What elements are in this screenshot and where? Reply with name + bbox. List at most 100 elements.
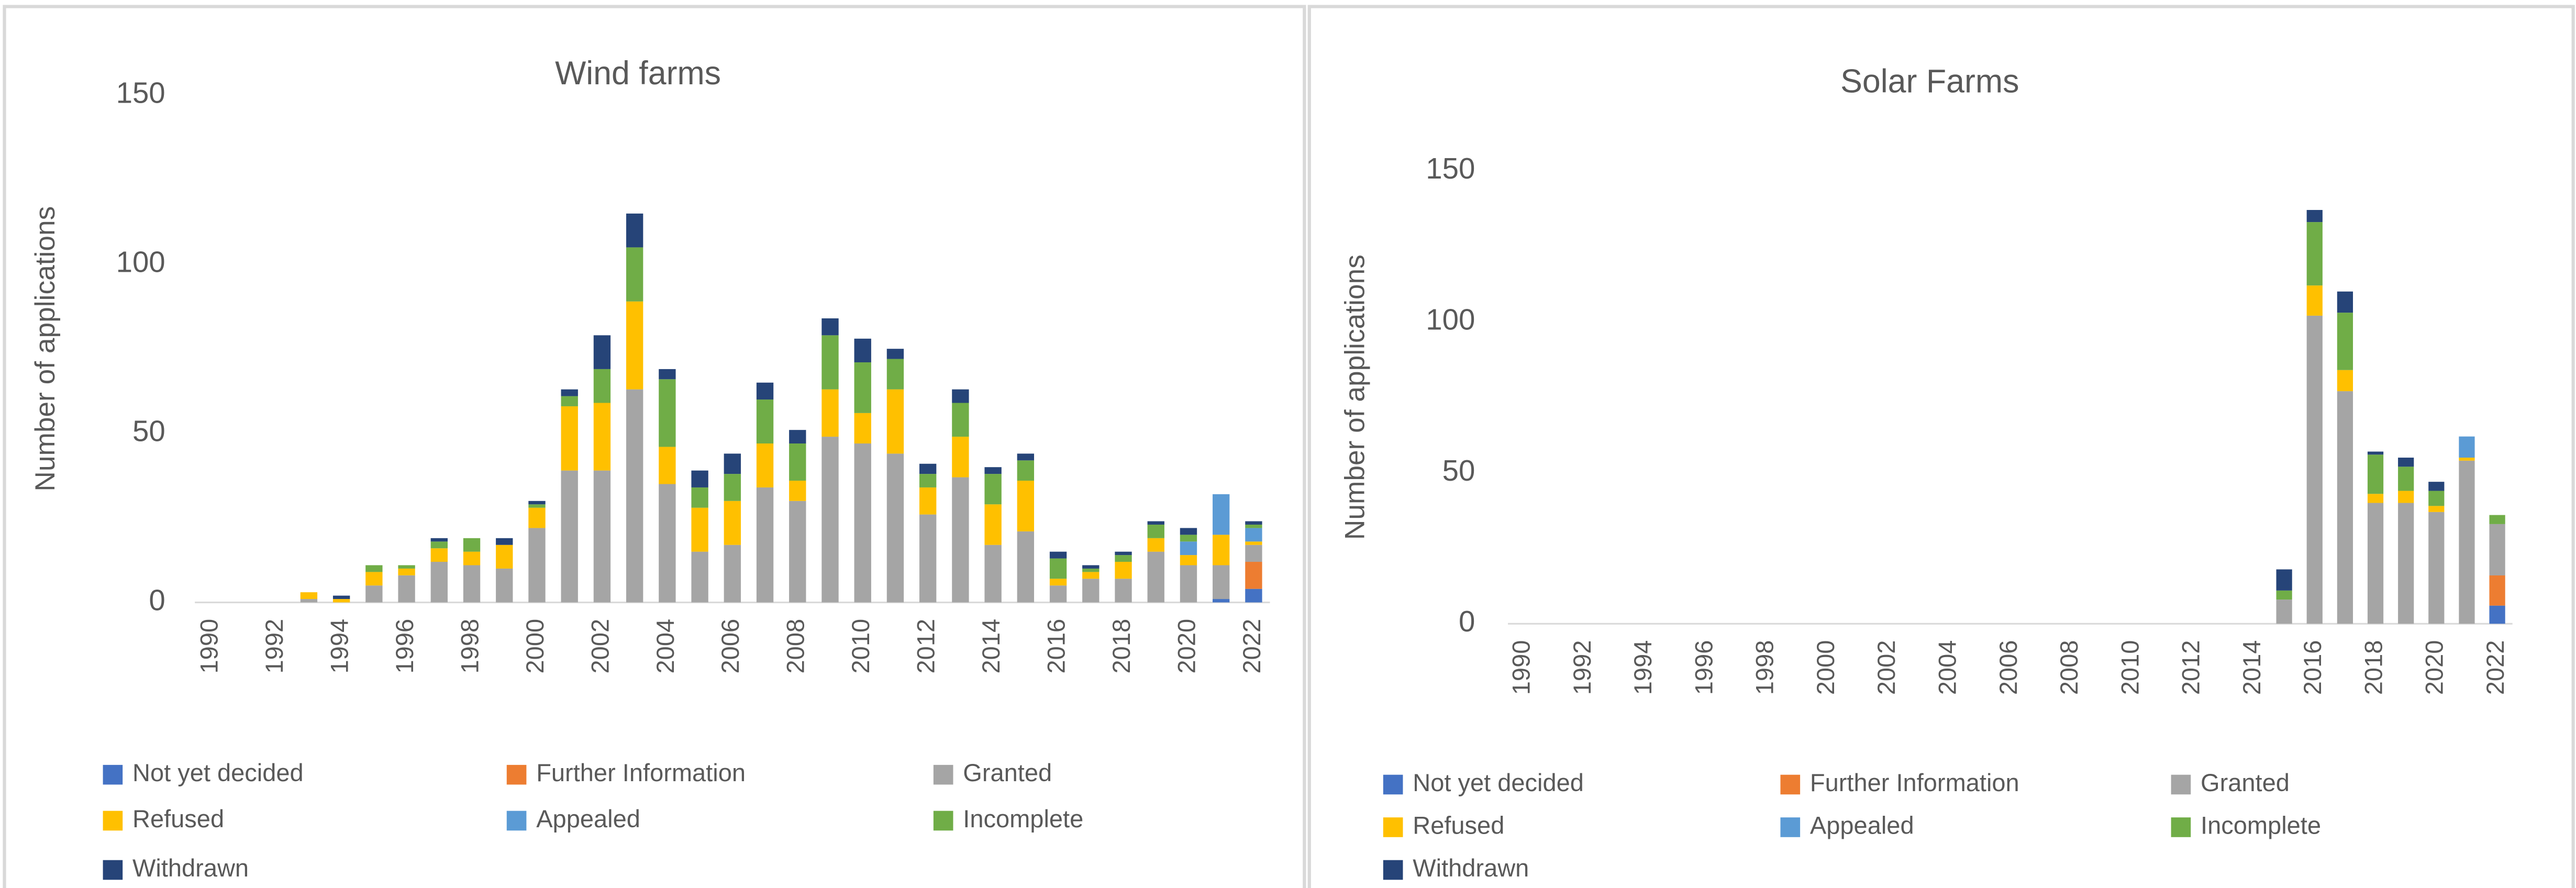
bar-segment [2367, 454, 2384, 494]
bar-segment [821, 389, 839, 437]
bar-segment [1180, 555, 1197, 565]
legend-label: Granted [963, 759, 1052, 786]
bar-segment [1049, 551, 1067, 559]
x-tick-label: 2018 [1107, 619, 1135, 674]
panel-border [3, 5, 1306, 888]
bar-segment [854, 413, 871, 443]
bar-segment [398, 575, 415, 603]
bar-segment [2428, 506, 2445, 512]
legend-swatch [1383, 774, 1403, 795]
x-tick-label: 2010 [2116, 640, 2144, 695]
bar-segment [691, 507, 708, 552]
bar-segment [789, 501, 806, 603]
bar-segment [821, 318, 839, 336]
bar-segment [365, 585, 383, 603]
bar-segment [919, 514, 937, 603]
bar-segment [365, 572, 383, 586]
bar-segment [398, 565, 415, 569]
bar-segment [2428, 491, 2445, 506]
x-tick-label: 2016 [1042, 619, 1070, 674]
bar-segment [332, 595, 350, 600]
bar-segment [756, 399, 774, 443]
bar-segment [886, 389, 904, 454]
chart-title: Solar Farms [1840, 63, 2019, 99]
bar-segment [1245, 545, 1262, 562]
legend-swatch [1383, 817, 1403, 837]
legend-swatch [933, 811, 953, 831]
bar-segment [1017, 453, 1035, 461]
y-axis-label: Number of applications [30, 206, 61, 492]
x-tick-label: 1996 [391, 619, 418, 674]
bar-segment [2337, 291, 2353, 313]
bar-segment [724, 474, 741, 501]
bar-segment [952, 437, 969, 478]
bar-segment [1245, 541, 1262, 545]
x-tick-label: 2002 [586, 619, 614, 674]
bar-segment [528, 504, 546, 508]
bar-segment [1147, 521, 1164, 525]
bar-segment [2367, 451, 2384, 455]
legend-label: Incomplete [963, 805, 1083, 833]
bar-segment [2337, 313, 2353, 370]
bar-segment [365, 565, 383, 572]
bar-segment [886, 453, 904, 603]
legend-label: Withdrawn [1413, 854, 1529, 882]
bar-segment [691, 551, 708, 603]
bar-segment [1213, 535, 1230, 565]
bar-segment [1180, 528, 1197, 535]
bar-segment [593, 403, 611, 471]
bar-segment [593, 369, 611, 403]
bar-segment [724, 501, 741, 545]
bar-segment [756, 487, 774, 603]
y-tick-label: 0 [1459, 605, 1475, 638]
bar-segment [1082, 568, 1100, 572]
bar-segment [1245, 562, 1262, 589]
bar-segment [659, 484, 676, 603]
bar-segment [2489, 605, 2505, 624]
x-tick-label: 1994 [1629, 640, 1657, 695]
y-tick-label: 0 [149, 583, 165, 616]
bar-segment [593, 470, 611, 603]
bar-segment [984, 467, 1002, 474]
bar-segment [1082, 572, 1100, 579]
x-tick-label: 2006 [716, 619, 744, 674]
bar-segment [1245, 589, 1262, 603]
bar-segment [2489, 524, 2505, 575]
bar-segment [2306, 315, 2323, 624]
legend-swatch [103, 811, 123, 831]
x-tick-label: 1990 [195, 619, 223, 674]
bar-segment [756, 443, 774, 487]
bar-segment [1082, 579, 1100, 603]
legend-label: Refused [132, 805, 224, 833]
x-tick-label: 2014 [2238, 640, 2266, 695]
bar-segment [659, 447, 676, 484]
bar-segment [1115, 555, 1132, 562]
x-tick-label: 2006 [1994, 640, 2022, 695]
bar-segment [332, 599, 350, 603]
bar-segment [1213, 565, 1230, 600]
legend-swatch [506, 764, 527, 785]
bar-segment [2398, 503, 2414, 624]
x-tick-label: 2004 [651, 619, 679, 674]
x-tick-label: 2012 [2177, 640, 2205, 695]
bar-segment [300, 592, 318, 600]
bar-segment [2306, 210, 2323, 223]
bar-segment [691, 470, 708, 487]
bar-segment [2459, 436, 2475, 458]
legend-label: Not yet decided [132, 759, 304, 786]
bar-segment [789, 481, 806, 501]
legend-label: Further Information [1810, 769, 2019, 796]
bar-segment [984, 474, 1002, 505]
bar-segment [561, 396, 578, 406]
bar-segment [886, 349, 904, 359]
legend-label: Refused [1413, 811, 1504, 839]
y-tick-label: 150 [116, 76, 165, 109]
bar-segment [1017, 531, 1035, 603]
x-tick-label: 2020 [1172, 619, 1200, 674]
bar-segment [528, 528, 546, 603]
x-tick-label: 2008 [2055, 640, 2083, 695]
x-tick-label: 1998 [456, 619, 483, 674]
bar-segment [1245, 528, 1262, 542]
bar-segment [430, 562, 448, 603]
